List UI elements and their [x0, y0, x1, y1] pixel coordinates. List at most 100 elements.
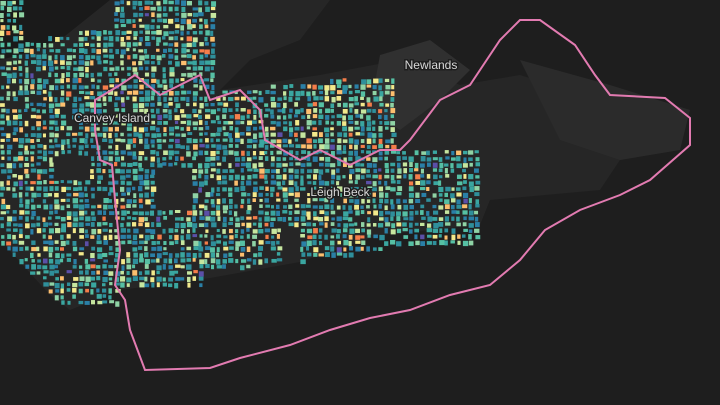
building: [360, 114, 364, 119]
building: [114, 235, 119, 240]
building: [120, 150, 126, 155]
building: [114, 126, 119, 132]
building: [306, 174, 311, 179]
building: [240, 121, 245, 125]
building: [264, 216, 270, 222]
building: [408, 186, 414, 192]
building: [54, 180, 59, 184]
building: [379, 102, 384, 107]
building: [115, 241, 121, 246]
building: [312, 222, 316, 227]
building: [156, 48, 160, 52]
building: [49, 49, 54, 53]
building: [348, 132, 353, 137]
building: [210, 235, 214, 241]
building: [61, 144, 65, 151]
building: [198, 7, 202, 13]
building: [132, 211, 138, 215]
building: [270, 246, 276, 251]
building: [18, 223, 23, 227]
building: [90, 144, 96, 149]
building: [7, 234, 12, 239]
building: [205, 126, 210, 130]
building: [301, 241, 307, 247]
building: [331, 228, 337, 233]
building: [396, 162, 401, 168]
building: [270, 132, 276, 137]
building: [108, 72, 112, 77]
building: [84, 96, 90, 100]
building: [175, 144, 181, 149]
building: [186, 90, 192, 95]
building: [150, 204, 156, 209]
building: [342, 216, 349, 221]
building: [30, 139, 35, 143]
building: [372, 181, 377, 187]
building: [145, 132, 150, 137]
building: [270, 102, 277, 108]
building: [12, 6, 18, 11]
building: [96, 49, 102, 55]
building: [264, 145, 269, 150]
building: [463, 157, 467, 163]
building: [103, 156, 108, 161]
building: [205, 138, 209, 143]
building: [162, 13, 168, 17]
building: [6, 108, 10, 114]
building: [330, 121, 334, 125]
building: [49, 180, 54, 184]
building: [145, 42, 151, 47]
building: [420, 241, 426, 247]
building: [6, 210, 10, 214]
building: [168, 277, 173, 282]
building: [90, 300, 95, 305]
building: [133, 252, 138, 258]
building: [1, 49, 6, 54]
building: [348, 187, 353, 193]
building: [156, 222, 162, 227]
building: [6, 96, 10, 101]
building: [390, 162, 396, 167]
building: [192, 37, 198, 43]
building: [18, 54, 23, 59]
building: [61, 120, 67, 126]
building: [168, 48, 173, 53]
building: [199, 234, 203, 238]
building: [72, 144, 77, 148]
building: [30, 186, 34, 191]
building: [475, 235, 481, 240]
building: [19, 72, 23, 77]
building: [258, 97, 264, 103]
building: [138, 246, 143, 250]
building: [367, 234, 371, 238]
building: [18, 163, 23, 168]
building: [396, 222, 402, 227]
building: [385, 139, 391, 144]
building: [210, 162, 216, 167]
building: [361, 79, 367, 85]
building: [384, 156, 389, 161]
building: [91, 48, 96, 53]
building: [205, 216, 211, 221]
building: [30, 198, 34, 203]
building: [156, 1, 161, 6]
building: [246, 258, 252, 262]
building: [444, 210, 450, 214]
building: [30, 84, 35, 90]
building: [121, 265, 125, 271]
building: [390, 240, 396, 245]
building: [48, 150, 54, 155]
building: [84, 126, 90, 132]
building: [163, 31, 169, 37]
building: [150, 156, 155, 162]
building: [288, 174, 294, 180]
building: [378, 223, 384, 228]
building: [138, 198, 143, 203]
building: [259, 168, 265, 174]
building: [192, 210, 198, 216]
building: [294, 114, 298, 118]
building: [186, 66, 191, 70]
building: [157, 18, 163, 23]
building: [396, 198, 401, 204]
building: [276, 210, 281, 216]
